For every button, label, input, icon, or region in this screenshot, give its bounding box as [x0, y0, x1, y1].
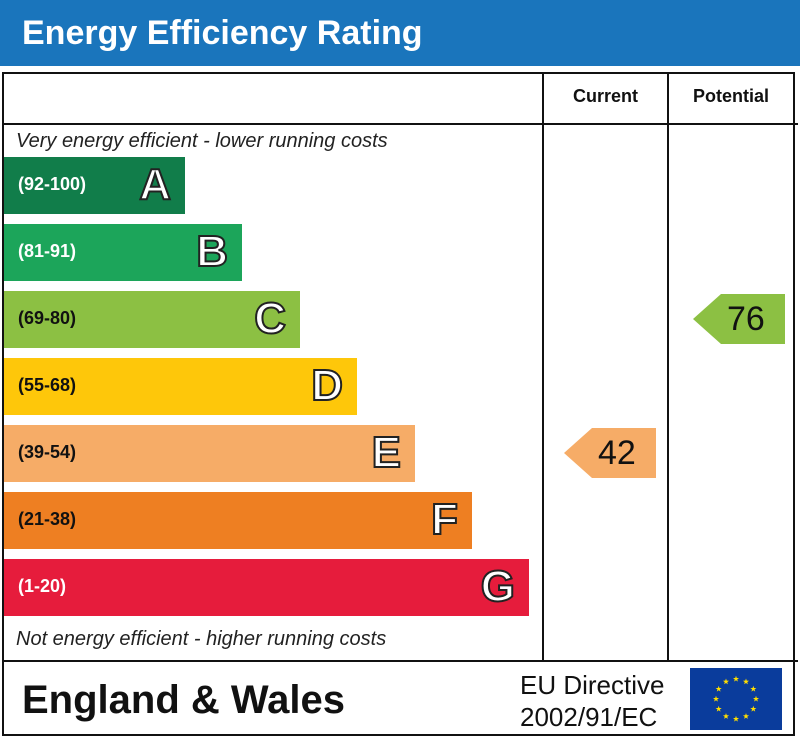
potential-rating-value: 76 [727, 299, 765, 338]
header-divider [2, 123, 798, 125]
eu-star-icon [742, 713, 750, 719]
band-c: (69-80) C [4, 291, 300, 348]
band-e: (39-54) E [4, 425, 415, 482]
eu-star-icon [732, 675, 740, 682]
band-g: (1-20) G [4, 559, 529, 616]
rating-arrow-shape [693, 294, 785, 344]
band-letter: B [195, 227, 229, 277]
band-f: (21-38) F [4, 492, 472, 549]
band-letter: G [480, 562, 516, 612]
eu-star-icon [750, 685, 757, 692]
eu-flag-icon [690, 668, 782, 730]
band-letter: F [430, 495, 459, 545]
band-letter: A [138, 160, 172, 210]
band-range-label: (55-68) [18, 375, 77, 395]
band-letter: C [253, 294, 287, 344]
current-rating-value: 42 [598, 433, 636, 472]
eu-star-icon [715, 685, 722, 692]
potential-column-divider [667, 72, 669, 662]
band-d: (55-68) D [4, 358, 357, 415]
footer-divider [2, 660, 798, 662]
rating-arrow-shape [564, 428, 656, 478]
eu-star-icon [722, 678, 730, 685]
eu-star-icon [750, 705, 757, 712]
band-letter: D [310, 361, 344, 411]
current-column-divider [542, 72, 544, 662]
current-column-header: Current [572, 86, 638, 106]
potential-column-header: Potential [692, 86, 769, 106]
chart-title: Energy Efficiency Rating [22, 14, 423, 52]
region-label: England & Wales [22, 678, 346, 722]
eu-directive-label: EU Directive [520, 670, 665, 700]
bottom-caption: Not energy efficient - higher running co… [16, 628, 387, 650]
top-caption: Very energy efficient - lower running co… [16, 130, 388, 152]
band-b: (81-91) B [4, 224, 242, 281]
band-range-label: (39-54) [18, 442, 77, 462]
eu-star-icon [712, 695, 720, 702]
eu-star-icon [732, 715, 740, 722]
band-range-label: (1-20) [18, 576, 67, 596]
chart-frame [2, 72, 795, 736]
band-range-label: (81-91) [18, 241, 77, 261]
potential-rating-arrow: 76 [693, 294, 785, 344]
band-range-label: (92-100) [18, 174, 87, 194]
band-range-label: (21-38) [18, 509, 77, 529]
eu-star-icon [715, 705, 722, 712]
eu-star-icon [752, 695, 760, 702]
title-bar: Energy Efficiency Rating [0, 0, 800, 66]
current-rating-arrow: 42 [564, 428, 656, 478]
eu-directive-number: 2002/91/EC [520, 702, 658, 732]
band-range-label: (69-80) [18, 308, 77, 328]
band-a: (92-100) A [4, 157, 185, 214]
band-letter: E [371, 428, 402, 478]
eu-star-icon [722, 713, 730, 719]
eu-star-icon [742, 678, 750, 685]
